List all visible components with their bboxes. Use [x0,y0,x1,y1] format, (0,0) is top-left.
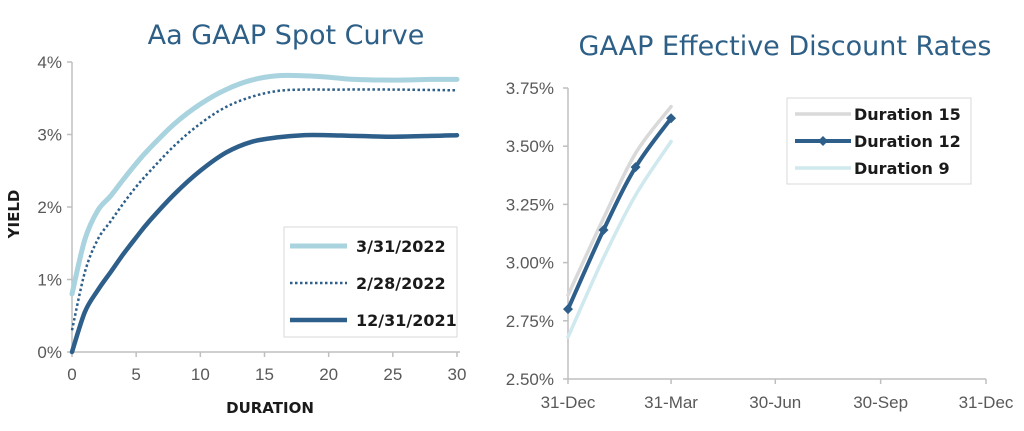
rates-y-tick-label: 3.25% [506,195,554,214]
spot-y-tick-label: 4% [37,53,62,72]
rates-legend-marker [818,136,828,146]
spot-x-tick-label: 20 [319,365,338,384]
spot-y-tick-label: 0% [37,343,62,362]
rates-y-tick-label: 3.75% [506,79,554,98]
spot-series-line-2 [69,132,460,355]
rates-series-marker [630,162,641,173]
spot-legend-label: 12/31/2021 [356,311,457,330]
spot-legend-label: 2/28/2022 [356,274,446,293]
rates-y-tick-label: 3.00% [506,254,554,273]
rates-x-tick-label: 31-Dec [541,393,596,412]
discount-rates-title: GAAP Effective Discount Rates [579,31,992,62]
rates-series-line-0 [566,104,673,297]
spot-series-line-1 [70,88,458,331]
rates-legend-label: Duration 9 [854,159,950,178]
rates-series-marker [598,225,609,236]
rates-x-tick-label: 31-Dec [959,393,1014,412]
rates-y-tick-label: 2.75% [506,312,554,331]
spot-x-tick-label: 10 [191,365,210,384]
rates-x-tick-label: 30-Sep [853,393,908,412]
discount-rates-chart: GAAP Effective Discount Rates 2.50% 2.75%… [506,31,1014,412]
spot-y-tick-label: 2% [37,198,62,217]
rates-x-tick-label: 30-Jun [749,393,801,412]
spot-x-axis-label: DURATION [226,399,314,417]
spot-x-tick-label: 15 [255,365,274,384]
rates-y-tick-label: 2.50% [506,370,554,389]
spot-y-axis-label: YIELD [5,190,23,240]
rates-legend-label: Duration 12 [854,132,961,151]
spot-legend: 3/31/2022 2/28/2022 12/31/2021 [283,226,458,338]
rates-series-line-1 [566,116,674,312]
spot-x-tick-label: 25 [383,365,402,384]
spot-curve-title: Aa GAAP Spot Curve [148,20,425,51]
spot-curve-chart: Aa GAAP Spot Curve 0% 1% 2% 3% 4% 0 5 10 15 20 25… [5,20,466,417]
spot-y-tick-label: 3% [37,126,62,145]
spot-x-tick-label: 0 [67,365,76,384]
spot-legend-label: 3/31/2022 [356,237,446,256]
spot-x-tick-label: 5 [131,365,140,384]
rates-legend-label: Duration 15 [854,105,961,124]
spot-y-tick-label: 1% [37,271,62,290]
rates-x-tick-label: 31-Mar [644,393,698,412]
rates-series-marker [666,113,677,124]
spot-series-line-0 [69,72,460,297]
rates-series-line-2 [566,139,673,339]
spot-x-tick-label: 30 [448,365,467,384]
rates-legend: Duration 15 Duration 12 Duration 9 [786,97,972,185]
rates-series-marker [563,304,573,315]
rates-y-tick-label: 3.50% [506,137,554,156]
